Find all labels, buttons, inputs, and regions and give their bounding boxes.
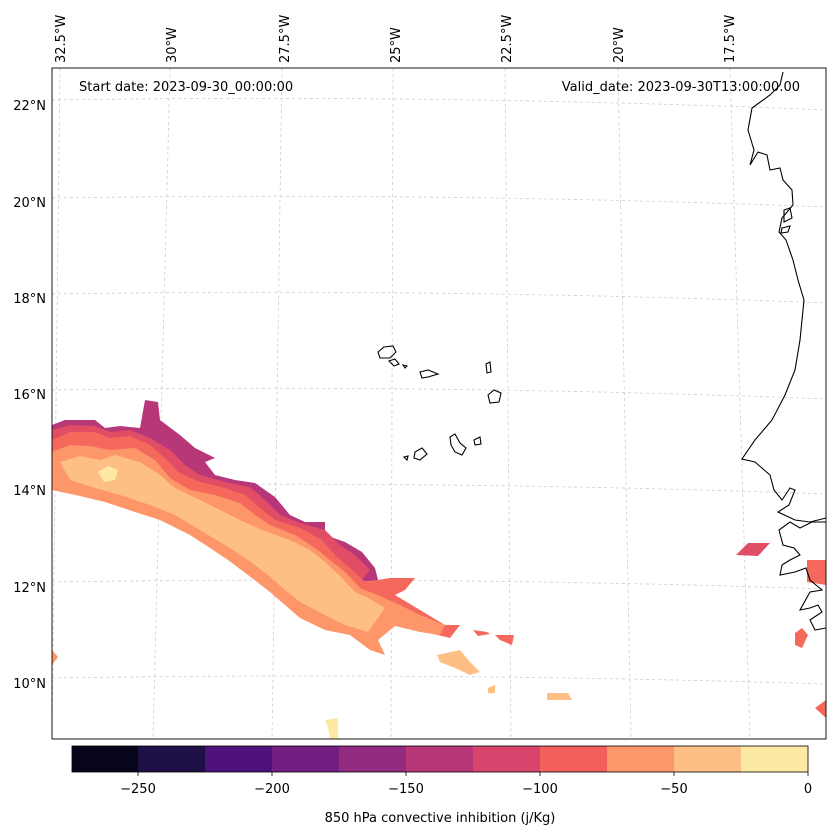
colorbar-bin xyxy=(406,746,474,772)
cin-patch-south-3 xyxy=(495,635,514,645)
lat-label: 14°N xyxy=(13,484,46,499)
cape-verde-santiago xyxy=(449,433,467,456)
lon-label: 30°W xyxy=(165,27,180,63)
cin-band-zero xyxy=(98,466,118,482)
colorbar-tick-label: 0 xyxy=(804,782,812,797)
meridian-27-5w xyxy=(271,67,283,740)
colorbar-bin xyxy=(205,746,273,772)
lat-label: 10°N xyxy=(13,677,46,692)
colorbar-tick-label: −250 xyxy=(120,782,156,797)
cape-verde-boa-vista xyxy=(487,389,502,404)
cape-verde-sao-nicolau xyxy=(419,369,440,379)
coastlines xyxy=(377,71,827,631)
colorbar-bin xyxy=(473,746,541,772)
lon-label: 27.5°W xyxy=(278,15,293,63)
map-background xyxy=(52,68,826,739)
lat-label: 12°N xyxy=(13,581,46,596)
colorbar-tick-label: −50 xyxy=(660,782,687,797)
cin-band-minus-25 xyxy=(60,455,385,632)
meridian-22-5w xyxy=(504,67,512,740)
longitude-labels: 32.5°W 30°W 27.5°W 25°W 22.5°W 20°W 17.5… xyxy=(54,15,738,63)
colorbar-bin xyxy=(674,746,742,772)
parallel-20n xyxy=(51,195,827,208)
colorbar-bin xyxy=(339,746,407,772)
cin-patch-south-6 xyxy=(325,718,338,739)
coast-senegal-south xyxy=(778,521,827,631)
cape-verde-santa-luzia xyxy=(401,364,409,369)
colorbar-tick-labels: −250 −200 −150 −100 −50 0 xyxy=(120,782,812,797)
parallel-10n xyxy=(51,675,827,685)
colorbar-frame xyxy=(71,745,809,773)
cape-verde-sal xyxy=(485,361,492,374)
canary-islands xyxy=(780,207,793,234)
meridian-17-5w xyxy=(729,67,751,740)
lat-label: 16°N xyxy=(13,388,46,403)
colorbar-bin xyxy=(540,746,608,772)
africa-coastline xyxy=(741,71,827,523)
colorbar-ticks xyxy=(137,772,809,776)
cin-patch-south-2 xyxy=(473,630,490,636)
colorbar-bin xyxy=(741,746,809,772)
colorbar xyxy=(72,746,809,772)
cin-patch-south-1 xyxy=(437,650,480,675)
parallel-22n xyxy=(51,97,827,111)
parallel-18n xyxy=(51,291,827,304)
lon-label: 20°W xyxy=(612,27,627,63)
colorbar-bin xyxy=(138,746,206,772)
parallel-12n xyxy=(51,579,827,590)
latitude-labels: 22°N 20°N 18°N 16°N 14°N 12°N 10°N xyxy=(13,99,46,692)
cin-patch-coast-3 xyxy=(795,628,808,648)
lon-label: 32.5°W xyxy=(54,15,69,63)
meridian-32-5w xyxy=(51,67,61,740)
parallel-16n xyxy=(51,387,827,400)
map-frame xyxy=(51,67,827,740)
cin-patch-coast-1 xyxy=(736,543,770,556)
colorbar-bin xyxy=(607,746,675,772)
lon-label: 22.5°W xyxy=(500,15,515,63)
meridian-20w xyxy=(617,67,632,740)
lat-label: 18°N xyxy=(13,292,46,307)
cin-patch-coast-2 xyxy=(807,560,826,585)
cape-verde-maio xyxy=(473,436,482,446)
colorbar-bin xyxy=(72,746,139,772)
cin-patch-south-4 xyxy=(547,693,572,700)
cin-patch-south-5 xyxy=(488,685,495,693)
colorbar-tick-label: −150 xyxy=(388,782,424,797)
lon-label: 17.5°W xyxy=(723,15,738,63)
meridian-30w xyxy=(152,67,171,740)
cape-verde-sao-vicente xyxy=(387,358,400,367)
cin-field xyxy=(52,400,826,739)
valid-date-label: Valid_date: 2023-09-30T13:00:00.00 xyxy=(562,80,800,95)
cape-verde-fogo xyxy=(413,447,428,461)
colorbar-tick-label: −100 xyxy=(522,782,558,797)
cin-patch-west-edge xyxy=(52,650,58,665)
start-date-label: Start date: 2023-09-30_00:00:00 xyxy=(79,80,293,95)
cin-patch-coast-4 xyxy=(815,700,826,718)
cape-verde-santo-antao xyxy=(377,345,397,359)
colorbar-bin xyxy=(272,746,340,772)
lon-label: 25°W xyxy=(389,27,404,63)
lat-label: 20°N xyxy=(13,196,46,211)
colorbar-label: 850 hPa convective inhibition (j/Kg) xyxy=(325,811,556,826)
lat-label: 22°N xyxy=(13,99,46,114)
cape-verde-brava xyxy=(402,455,409,462)
colorbar-tick-label: −200 xyxy=(254,782,290,797)
